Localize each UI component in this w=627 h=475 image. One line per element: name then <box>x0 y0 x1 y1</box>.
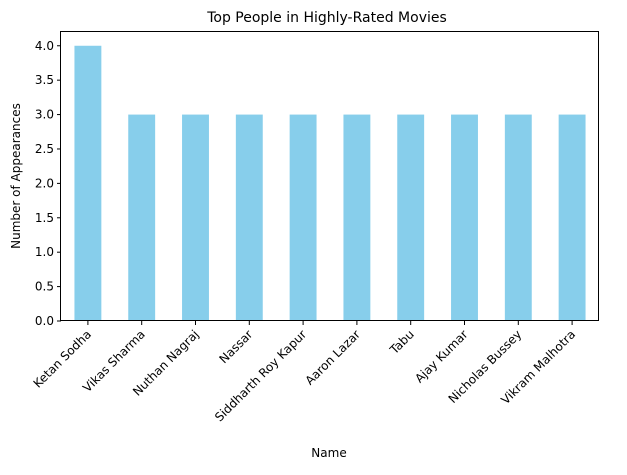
x-tick-label: Aaron Lazar <box>302 327 363 388</box>
y-axis-ticks: 0.0 0.5 1.0 1.5 2.0 2.5 3.0 3.5 4.0 <box>35 39 61 328</box>
y-tick-label: 1.5 <box>35 211 54 225</box>
y-tick-label: 2.5 <box>35 142 54 156</box>
y-axis-label: Number of Appearances <box>9 103 23 249</box>
bar-tabu <box>397 114 425 321</box>
x-tick-label: Siddharth Roy Kapur <box>212 327 309 424</box>
y-tick-label: 1.0 <box>35 245 54 259</box>
bar-nicholas-bussey <box>504 114 532 321</box>
chart-title: Top People in Highly-Rated Movies <box>206 10 447 26</box>
y-tick-label: 3.5 <box>35 73 54 87</box>
bar-ajay-kumar <box>451 114 478 321</box>
x-axis-label: Name <box>311 446 346 460</box>
bar-ketan-sodha <box>74 45 102 322</box>
bar-aaron-lazar <box>343 114 371 321</box>
bars-group <box>74 45 586 322</box>
bar-siddharth-roy-kapur <box>289 114 317 321</box>
x-tick-label: Tabu <box>386 327 416 357</box>
x-tick-label: Ajay Kumar <box>412 327 471 386</box>
y-tick-label: 4.0 <box>35 39 54 53</box>
bar-nassar <box>235 114 263 321</box>
bar-vikram-malhotra <box>558 114 586 321</box>
y-tick-label: 2.0 <box>35 176 54 190</box>
plot-frame <box>60 31 599 321</box>
bar-nuthan-nagraj <box>182 114 209 321</box>
y-tick-label: 3.0 <box>35 108 54 122</box>
bar-vikas-sharma <box>128 114 156 321</box>
x-tick-label: Nassar <box>216 327 255 366</box>
y-tick-label: 0.0 <box>35 314 54 328</box>
y-tick-label: 0.5 <box>35 280 54 294</box>
